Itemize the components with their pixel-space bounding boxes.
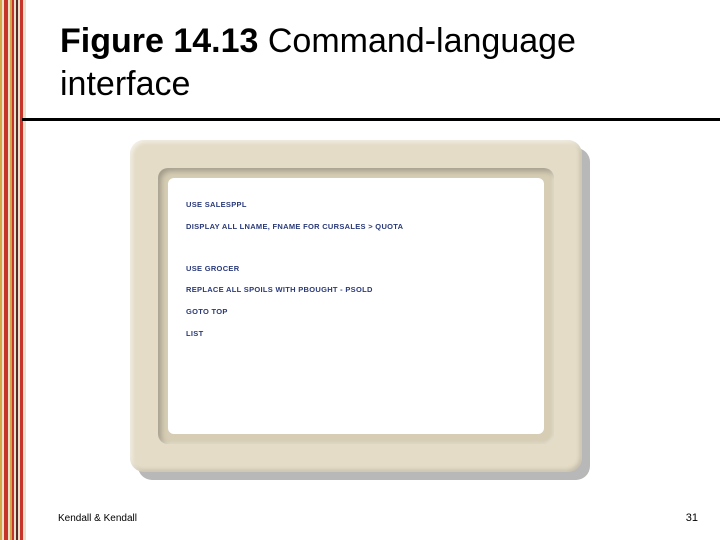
monitor-screen: USE SALESPPL DISPLAY ALL LNAME, FNAME FOR… — [168, 178, 544, 434]
command-line: USE GROCER — [186, 264, 526, 274]
figure-title: Figure 14.13 Command-language interface — [60, 20, 680, 105]
crt-monitor-illustration: USE SALESPPL DISPLAY ALL LNAME, FNAME FOR… — [130, 140, 590, 480]
left-accent-stripe — [0, 0, 26, 540]
figure-number: Figure 14.13 — [60, 22, 268, 60]
command-line: LIST — [186, 329, 526, 339]
monitor-inner-bezel: USE SALESPPL DISPLAY ALL LNAME, FNAME FOR… — [158, 168, 554, 444]
horizontal-rule — [22, 118, 720, 121]
command-line: USE SALESPPL — [186, 200, 526, 210]
command-line: GOTO TOP — [186, 307, 526, 317]
footer-author: Kendall & Kendall — [58, 513, 137, 524]
command-line: DISPLAY ALL LNAME, FNAME FOR CURSALES > … — [186, 222, 526, 232]
footer-page-number: 31 — [686, 512, 698, 524]
command-gap — [186, 244, 526, 264]
stripe-segment — [23, 0, 26, 540]
command-line: REPLACE ALL SPOILS WITH PBOUGHT - PSOLD — [186, 285, 526, 295]
monitor-bezel: USE SALESPPL DISPLAY ALL LNAME, FNAME FOR… — [130, 140, 582, 472]
